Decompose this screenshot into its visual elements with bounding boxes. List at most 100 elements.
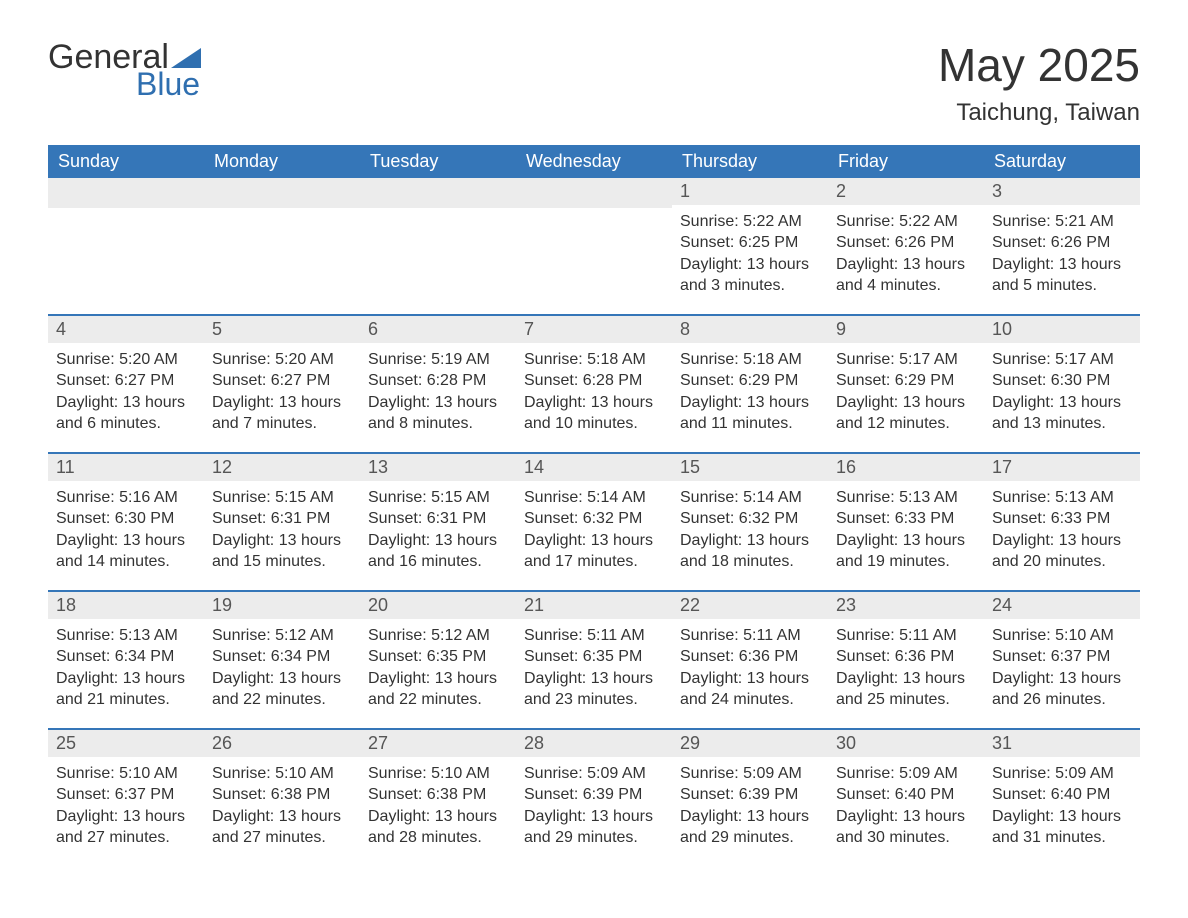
sunset-text: Sunset: 6:39 PM — [524, 784, 664, 806]
day-details: Sunrise: 5:19 AMSunset: 6:28 PMDaylight:… — [360, 343, 516, 445]
day-number: 26 — [204, 730, 360, 757]
day-number: 25 — [48, 730, 204, 757]
day-details: Sunrise: 5:17 AMSunset: 6:29 PMDaylight:… — [828, 343, 984, 445]
day-details: Sunrise: 5:10 AMSunset: 6:38 PMDaylight:… — [360, 757, 516, 859]
sunset-text: Sunset: 6:31 PM — [368, 508, 508, 530]
daylight-text-2: and 18 minutes. — [680, 551, 820, 573]
daylight-text: Daylight: 13 hours — [992, 392, 1132, 414]
sunset-text: Sunset: 6:29 PM — [836, 370, 976, 392]
calendar-day-cell: 10Sunrise: 5:17 AMSunset: 6:30 PMDayligh… — [984, 316, 1140, 452]
day-number: 19 — [204, 592, 360, 619]
sunrise-text: Sunrise: 5:13 AM — [836, 487, 976, 509]
title-block: May 2025 Taichung, Taiwan — [938, 40, 1140, 141]
day-details: Sunrise: 5:10 AMSunset: 6:37 PMDaylight:… — [984, 619, 1140, 721]
sunrise-text: Sunrise: 5:19 AM — [368, 349, 508, 371]
daylight-text-2: and 27 minutes. — [56, 827, 196, 849]
day-header-monday: Monday — [204, 145, 360, 178]
day-header-thursday: Thursday — [672, 145, 828, 178]
sunset-text: Sunset: 6:37 PM — [992, 646, 1132, 668]
daylight-text-2: and 28 minutes. — [368, 827, 508, 849]
sunrise-text: Sunrise: 5:11 AM — [836, 625, 976, 647]
day-details: Sunrise: 5:11 AMSunset: 6:36 PMDaylight:… — [672, 619, 828, 721]
daylight-text: Daylight: 13 hours — [524, 530, 664, 552]
day-number: 5 — [204, 316, 360, 343]
empty-day — [360, 178, 516, 208]
sunset-text: Sunset: 6:37 PM — [56, 784, 196, 806]
day-header-tuesday: Tuesday — [360, 145, 516, 178]
calendar-day-cell: 19Sunrise: 5:12 AMSunset: 6:34 PMDayligh… — [204, 592, 360, 728]
sunset-text: Sunset: 6:40 PM — [836, 784, 976, 806]
day-details: Sunrise: 5:12 AMSunset: 6:34 PMDaylight:… — [204, 619, 360, 721]
sunset-text: Sunset: 6:25 PM — [680, 232, 820, 254]
day-header-wednesday: Wednesday — [516, 145, 672, 178]
day-details: Sunrise: 5:11 AMSunset: 6:35 PMDaylight:… — [516, 619, 672, 721]
day-number: 6 — [360, 316, 516, 343]
calendar-day-cell: 23Sunrise: 5:11 AMSunset: 6:36 PMDayligh… — [828, 592, 984, 728]
calendar-week: 18Sunrise: 5:13 AMSunset: 6:34 PMDayligh… — [48, 590, 1140, 728]
daylight-text-2: and 21 minutes. — [56, 689, 196, 711]
daylight-text-2: and 30 minutes. — [836, 827, 976, 849]
calendar-day-cell — [48, 178, 204, 314]
sunset-text: Sunset: 6:31 PM — [212, 508, 352, 530]
daylight-text: Daylight: 13 hours — [836, 530, 976, 552]
page-title: May 2025 — [938, 40, 1140, 91]
daylight-text-2: and 15 minutes. — [212, 551, 352, 573]
day-number: 21 — [516, 592, 672, 619]
daylight-text: Daylight: 13 hours — [992, 668, 1132, 690]
sunset-text: Sunset: 6:34 PM — [212, 646, 352, 668]
sunrise-text: Sunrise: 5:18 AM — [680, 349, 820, 371]
day-details: Sunrise: 5:10 AMSunset: 6:38 PMDaylight:… — [204, 757, 360, 859]
day-details: Sunrise: 5:13 AMSunset: 6:34 PMDaylight:… — [48, 619, 204, 721]
day-details: Sunrise: 5:18 AMSunset: 6:29 PMDaylight:… — [672, 343, 828, 445]
day-number: 14 — [516, 454, 672, 481]
day-number: 18 — [48, 592, 204, 619]
calendar-week: 25 Sunrise: 5:10 AMSunset: 6:37 PM Dayligh… — [48, 728, 1140, 866]
daylight-text-2: and 19 minutes. — [836, 551, 976, 573]
daylight-text-2: and 31 minutes. — [992, 827, 1132, 849]
sunset-text: Sunset: 6:30 PM — [56, 508, 196, 530]
sunset-text: Sunset: 6:27 PM — [212, 370, 352, 392]
sunset-text: Sunset: 6:38 PM — [368, 784, 508, 806]
day-details: Sunrise: 5:21 AMSunset: 6:26 PMDaylight:… — [984, 205, 1140, 307]
day-header-sunday: Sunday — [48, 145, 204, 178]
day-number: 3 — [984, 178, 1140, 205]
sunrise-text: Sunrise: 5:09 AM — [524, 763, 664, 785]
day-number: 12 — [204, 454, 360, 481]
day-details: Sunrise: 5:09 AMSunset: 6:40 PMDaylight:… — [984, 757, 1140, 859]
daylight-text-2: and 26 minutes. — [992, 689, 1132, 711]
calendar-day-cell: 29Sunrise: 5:09 AMSunset: 6:39 PMDayligh… — [672, 730, 828, 866]
sunset-text: Sunset: 6:35 PM — [524, 646, 664, 668]
calendar-day-cell: 22Sunrise: 5:11 AMSunset: 6:36 PMDayligh… — [672, 592, 828, 728]
daylight-text: Daylight: 13 hours — [836, 806, 976, 828]
day-number: 22 — [672, 592, 828, 619]
sunrise-text: Sunrise: 5:22 AM — [680, 211, 820, 233]
sunset-text: Sunset: 6:27 PM — [56, 370, 196, 392]
calendar-day-cell: 24Sunrise: 5:10 AMSunset: 6:37 PMDayligh… — [984, 592, 1140, 728]
calendar-day-cell: 12Sunrise: 5:15 AMSunset: 6:31 PMDayligh… — [204, 454, 360, 590]
daylight-text: Daylight: 13 hours — [680, 668, 820, 690]
day-details: Sunrise: 5:22 AMSunset: 6:26 PMDaylight:… — [828, 205, 984, 307]
calendar-day-cell: 7Sunrise: 5:18 AMSunset: 6:28 PMDaylight… — [516, 316, 672, 452]
daylight-text-2: and 11 minutes. — [680, 413, 820, 435]
calendar-day-cell: 17Sunrise: 5:13 AMSunset: 6:33 PMDayligh… — [984, 454, 1140, 590]
daylight-text-2: and 13 minutes. — [992, 413, 1132, 435]
sunset-text: Sunset: 6:38 PM — [212, 784, 352, 806]
calendar-day-cell: 11Sunrise: 5:16 AMSunset: 6:30 PMDayligh… — [48, 454, 204, 590]
day-header-saturday: Saturday — [984, 145, 1140, 178]
calendar-week: 4Sunrise: 5:20 AMSunset: 6:27 PMDaylight… — [48, 314, 1140, 452]
sunset-text: Sunset: 6:29 PM — [680, 370, 820, 392]
sunrise-text: Sunrise: 5:17 AM — [992, 349, 1132, 371]
sunrise-text: Sunrise: 5:11 AM — [680, 625, 820, 647]
sunrise-text: Sunrise: 5:18 AM — [524, 349, 664, 371]
sunrise-text: Sunrise: 5:10 AM — [56, 763, 196, 785]
day-number: 23 — [828, 592, 984, 619]
daylight-text: Daylight: 13 hours — [836, 254, 976, 276]
day-details: Sunrise: 5:14 AMSunset: 6:32 PMDaylight:… — [672, 481, 828, 583]
day-number: 9 — [828, 316, 984, 343]
calendar-week: 11Sunrise: 5:16 AMSunset: 6:30 PMDayligh… — [48, 452, 1140, 590]
daylight-text: Daylight: 13 hours — [524, 806, 664, 828]
daylight-text-2: and 22 minutes. — [368, 689, 508, 711]
sunrise-text: Sunrise: 5:14 AM — [524, 487, 664, 509]
daylight-text-2: and 29 minutes. — [680, 827, 820, 849]
sunset-text: Sunset: 6:39 PM — [680, 784, 820, 806]
